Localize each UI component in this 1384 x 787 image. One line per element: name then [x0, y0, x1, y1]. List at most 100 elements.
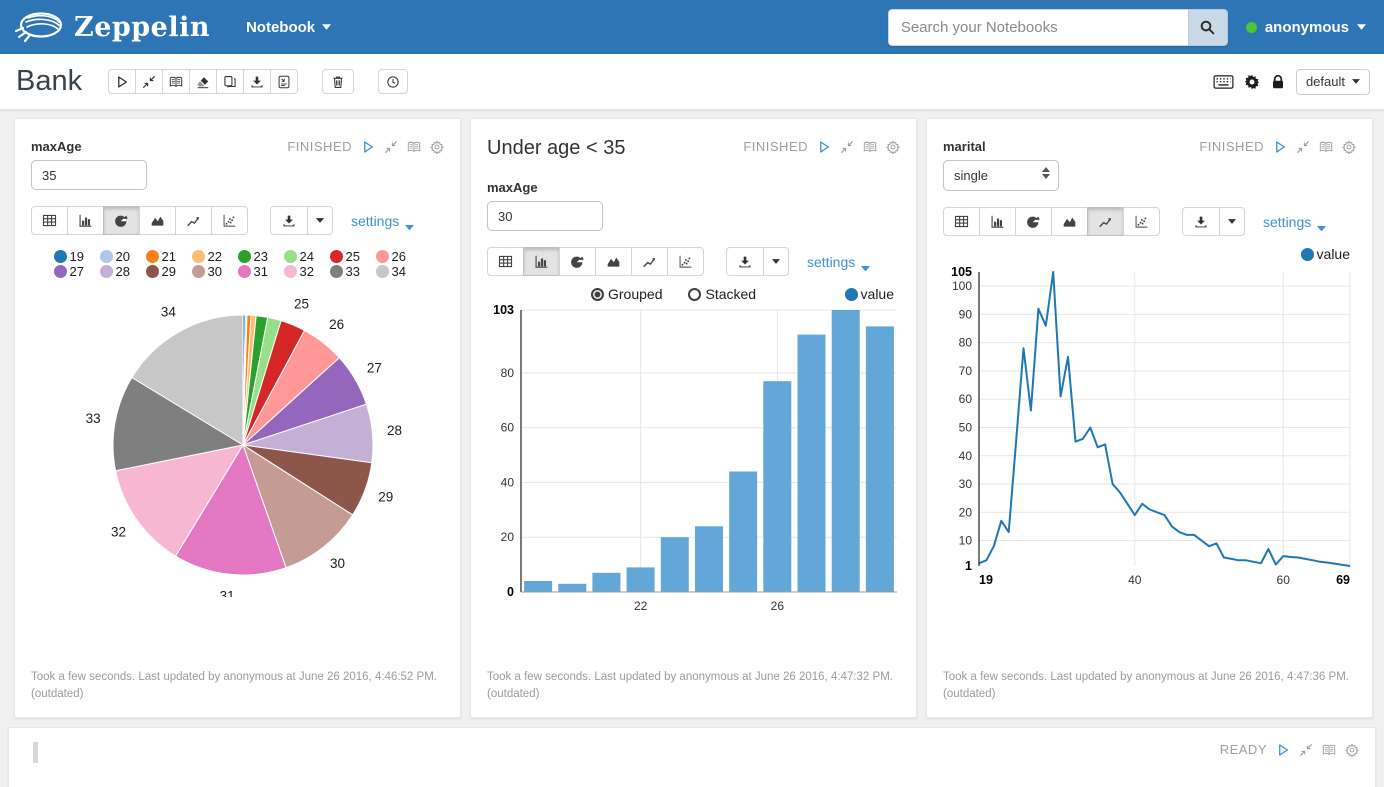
chart-type-multibar-button[interactable]: [67, 206, 104, 235]
gear-icon[interactable]: [430, 140, 444, 154]
bar-age-19[interactable]: [524, 581, 553, 592]
chart-type-line-button[interactable]: [631, 247, 668, 276]
chart-type-table-button[interactable]: [487, 247, 524, 276]
download-options-button[interactable]: [307, 206, 333, 235]
book-button[interactable]: [162, 69, 191, 94]
settings-toggle[interactable]: settings: [1263, 214, 1327, 232]
bar-age-21[interactable]: [592, 572, 621, 592]
search-input[interactable]: [887, 8, 1188, 46]
lock-icon[interactable]: [1270, 74, 1286, 90]
legend-item-30[interactable]: 30: [191, 264, 238, 279]
bar-mode-grouped-radio[interactable]: Grouped: [591, 286, 662, 302]
note-title[interactable]: Bank: [16, 65, 83, 97]
chart-type-pie-button[interactable]: [103, 206, 140, 235]
shrink-icon[interactable]: [1296, 140, 1310, 154]
code-file-button[interactable]: [270, 69, 299, 94]
legend-item-25[interactable]: 25: [329, 249, 376, 264]
legend-item-22[interactable]: 22: [191, 249, 238, 264]
shrink-icon[interactable]: [384, 140, 398, 154]
legend-item-21[interactable]: 21: [145, 249, 192, 264]
chart-type-table-button[interactable]: [31, 206, 68, 235]
gear-icon[interactable]: [1244, 74, 1260, 90]
play-icon[interactable]: [361, 140, 375, 154]
chart-type-scatter-button[interactable]: [667, 247, 704, 276]
keyboard-icon[interactable]: [1213, 74, 1234, 89]
legend-item-31[interactable]: 31: [237, 264, 284, 279]
chart-type-pie-button[interactable]: [1015, 207, 1052, 236]
play-icon[interactable]: [817, 140, 831, 154]
play-button[interactable]: [108, 69, 137, 94]
maxage-input[interactable]: [31, 160, 147, 190]
legend-item-20[interactable]: 20: [99, 249, 146, 264]
zeppelin-blimp-icon[interactable]: [14, 10, 66, 44]
legend-item-19[interactable]: 19: [53, 249, 100, 264]
chart-type-area-button[interactable]: [595, 247, 632, 276]
notebook-menu[interactable]: Notebook: [246, 19, 332, 36]
bar-age-26[interactable]: [763, 381, 792, 592]
legend-item-32[interactable]: 32: [283, 264, 330, 279]
bar-age-24[interactable]: [695, 526, 723, 592]
gear-icon[interactable]: [1342, 140, 1356, 154]
bar-age-25[interactable]: [729, 471, 758, 593]
play-icon[interactable]: [1276, 743, 1290, 757]
eraser-button[interactable]: [189, 69, 218, 94]
brand-title[interactable]: Zeppelin: [74, 11, 210, 43]
book-icon[interactable]: [863, 140, 877, 154]
legend-item-29[interactable]: 29: [145, 264, 192, 279]
legend-item-34[interactable]: 34: [375, 264, 422, 279]
settings-toggle[interactable]: settings: [351, 213, 415, 231]
chart-type-multibar-button[interactable]: [523, 247, 560, 276]
download-button[interactable]: [243, 69, 272, 94]
legend-item-value[interactable]: value: [844, 286, 894, 302]
search-button[interactable]: [1187, 8, 1228, 46]
chart-type-multibar-button[interactable]: [979, 207, 1016, 236]
download-data-button[interactable]: [726, 247, 764, 276]
legend-item-24[interactable]: 24: [283, 249, 330, 264]
legend-item-28[interactable]: 28: [99, 264, 146, 279]
book-icon[interactable]: [1319, 140, 1333, 154]
shrink-button[interactable]: [135, 69, 164, 94]
play-icon[interactable]: [1273, 140, 1287, 154]
download-options-button[interactable]: [1219, 207, 1245, 236]
bar-age-29[interactable]: [865, 326, 894, 592]
legend-item-value[interactable]: value: [1300, 246, 1350, 262]
download-data-button[interactable]: [1182, 207, 1220, 236]
chart-type-scatter-button[interactable]: [211, 206, 248, 235]
shrink-icon[interactable]: [840, 140, 854, 154]
marital-select[interactable]: single: [943, 160, 1059, 191]
legend-item-26[interactable]: 26: [375, 249, 422, 264]
bar-age-28[interactable]: [831, 310, 860, 592]
download-options-button[interactable]: [763, 247, 789, 276]
chart-type-table-button[interactable]: [943, 207, 980, 236]
pie-slice-33[interactable]: [112, 376, 245, 472]
pie-slice-32[interactable]: [115, 444, 245, 557]
legend-item-27[interactable]: 27: [53, 264, 100, 279]
gear-icon[interactable]: [886, 140, 900, 154]
bar-age-23[interactable]: [660, 537, 689, 592]
empty-paragraph-editor[interactable]: READY: [8, 727, 1376, 787]
download-data-button[interactable]: [270, 206, 308, 235]
clock-button[interactable]: [378, 69, 409, 94]
legend-item-33[interactable]: 33: [329, 264, 376, 279]
book-icon[interactable]: [407, 140, 421, 154]
interpreter-binding-button[interactable]: default: [1295, 68, 1370, 95]
pie-slice-31[interactable]: [174, 443, 287, 576]
bar-age-22[interactable]: [626, 567, 655, 592]
bar-age-27[interactable]: [797, 334, 826, 592]
book-icon[interactable]: [1322, 743, 1336, 757]
chart-type-line-button[interactable]: [1087, 207, 1124, 236]
copy-button[interactable]: [216, 69, 245, 94]
bar-age-20[interactable]: [558, 583, 587, 592]
pie-slice-34[interactable]: [131, 314, 244, 446]
chart-type-scatter-button[interactable]: [1123, 207, 1160, 236]
maxage-input[interactable]: [487, 201, 603, 231]
chart-type-area-button[interactable]: [139, 206, 176, 235]
pie-slice-30[interactable]: [242, 443, 354, 569]
user-menu[interactable]: anonymous: [1245, 19, 1366, 36]
shrink-icon[interactable]: [1299, 743, 1313, 757]
line-series-value[interactable]: [978, 271, 1351, 567]
bar-mode-stacked-radio[interactable]: Stacked: [688, 286, 756, 302]
trash-button[interactable]: [322, 69, 355, 94]
chart-type-line-button[interactable]: [175, 206, 212, 235]
settings-toggle[interactable]: settings: [807, 254, 871, 272]
